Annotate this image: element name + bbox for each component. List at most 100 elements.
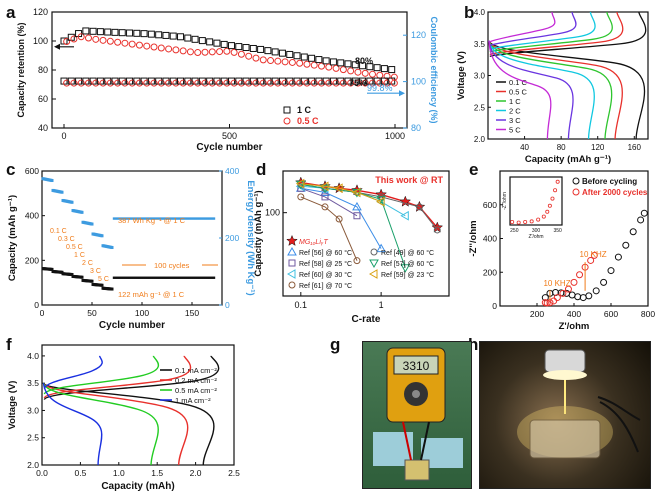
- a-ce-point-05c: [186, 79, 194, 87]
- b-discharge-curve: [488, 40, 623, 140]
- c-y2label: Energy density (Wh Kg⁻¹): [245, 180, 256, 295]
- e-annot-10khz-1: 10 KHZ: [543, 279, 570, 288]
- a-point-05c: [237, 50, 245, 58]
- d-series-line: [300, 183, 382, 203]
- c-long-energy-point: [150, 217, 154, 220]
- panel-letter-g: g: [330, 335, 340, 354]
- c-long-cap-point: [120, 276, 124, 279]
- a-point-05c: [143, 42, 151, 50]
- a-point-05c: [77, 33, 85, 41]
- c-long-cap-point: [196, 276, 200, 279]
- c-long-energy-point: [116, 217, 120, 220]
- c-long-cap-point: [160, 276, 164, 279]
- c-energy-point: [100, 234, 104, 238]
- c-long-energy-point: [186, 217, 190, 220]
- a-point-1c: [278, 49, 286, 57]
- a-point-05c: [318, 62, 326, 70]
- a-point-05c: [332, 64, 340, 72]
- c-cap-point: [70, 273, 74, 277]
- c-long-energy-point: [144, 217, 148, 220]
- c-long-energy-point: [126, 217, 130, 220]
- a-point-1c: [155, 31, 163, 39]
- d-series-point: [319, 181, 329, 192]
- d-series-point: [353, 257, 361, 265]
- e-series-point: [553, 294, 561, 302]
- e-xtick-label: 400: [567, 309, 581, 319]
- c-energy-point: [60, 190, 64, 194]
- c-energy-point: [70, 200, 74, 204]
- c-long-energy-point: [140, 217, 144, 220]
- d-legend-marker: [286, 234, 298, 246]
- a-ce-point-05c: [84, 79, 92, 87]
- c-energy-point: [80, 210, 84, 214]
- a-ce-point-05c: [92, 79, 100, 87]
- a-point-1c: [191, 35, 199, 43]
- c-long-energy-point: [178, 217, 182, 220]
- a-ce-point-05c: [390, 79, 398, 87]
- panel-letter-c: c: [6, 160, 15, 179]
- c-long-cap-point: [122, 276, 126, 279]
- d-xtick-label: 0.1: [295, 300, 308, 310]
- a-ce-point-05c: [252, 79, 260, 87]
- a-ce-point-05c: [383, 79, 391, 87]
- c-long-energy-point: [112, 217, 116, 220]
- d-series-point: [400, 210, 409, 221]
- a-point-05c: [106, 37, 114, 45]
- d-series-point: [321, 203, 329, 211]
- c-ytick-label: 200: [25, 255, 39, 265]
- e-series-point: [600, 278, 608, 286]
- a-legend-marker-1c: [283, 106, 291, 114]
- a-point-05c: [208, 48, 216, 56]
- c-y2tick-label: 0: [225, 300, 230, 310]
- a-ce-point-05c: [194, 79, 202, 87]
- d-series-line: [300, 187, 358, 217]
- c-long-cap-point: [174, 276, 178, 279]
- a-point-05c: [303, 60, 311, 68]
- a-y2label: Coulombic efficiency (%): [429, 16, 439, 123]
- f-ytick-label: 4.0: [27, 351, 39, 361]
- c-long-cap-point: [200, 276, 204, 279]
- c-xtick-label: 50: [87, 308, 97, 318]
- c-long-cap-point: [170, 276, 174, 279]
- c-long-cap-point: [116, 276, 120, 279]
- c-long-energy-point: [156, 217, 160, 220]
- a-ytick-label: 40: [38, 123, 48, 133]
- a-point-05c: [172, 46, 180, 54]
- d-series-point: [295, 178, 305, 189]
- e-series-point: [622, 241, 630, 249]
- c-energy-point: [50, 179, 54, 183]
- a-arrowhead-right: [399, 90, 405, 97]
- b-charge-curve: [489, 11, 613, 53]
- c-long-cap-point: [152, 276, 156, 279]
- b-ytick-label: 3.0: [474, 72, 486, 81]
- f-ytick-label: 3.0: [27, 405, 39, 415]
- meter-reading: 3310: [403, 359, 430, 373]
- c-long-cap-point: [210, 276, 214, 279]
- c-annot-capacity: 122 mAh g⁻¹ @ 1 C: [118, 290, 185, 299]
- a-point-05c: [245, 52, 253, 60]
- e-inset-point: [523, 219, 528, 224]
- d-series-point: [297, 193, 305, 201]
- a-point-05c: [296, 59, 304, 67]
- c-long-cap-point: [176, 276, 180, 279]
- f-plot-frame: [41, 344, 235, 466]
- e-series-point: [629, 228, 637, 236]
- a-point-05c: [310, 61, 318, 69]
- c-long-cap-point: [208, 276, 212, 279]
- a-point-1c: [264, 47, 272, 55]
- c-ylabel: Capacity (mAh g⁻¹): [7, 195, 18, 281]
- a-point-1c: [89, 27, 97, 35]
- e-annot-10khz-2: 10 KHZ: [580, 250, 607, 259]
- a-point-1c: [126, 29, 134, 37]
- e-series-point: [607, 267, 615, 275]
- c-long-energy-point: [208, 217, 212, 220]
- a-point-05c: [70, 35, 78, 43]
- e-series-point: [640, 209, 648, 217]
- c-long-cap-point: [186, 276, 190, 279]
- a-point-05c: [325, 63, 333, 71]
- a-point-05c: [252, 54, 260, 62]
- e-xtick-label: 200: [530, 309, 544, 319]
- a-point-05c: [150, 43, 158, 51]
- c-cap-point: [100, 283, 104, 287]
- e-series-point: [570, 278, 578, 286]
